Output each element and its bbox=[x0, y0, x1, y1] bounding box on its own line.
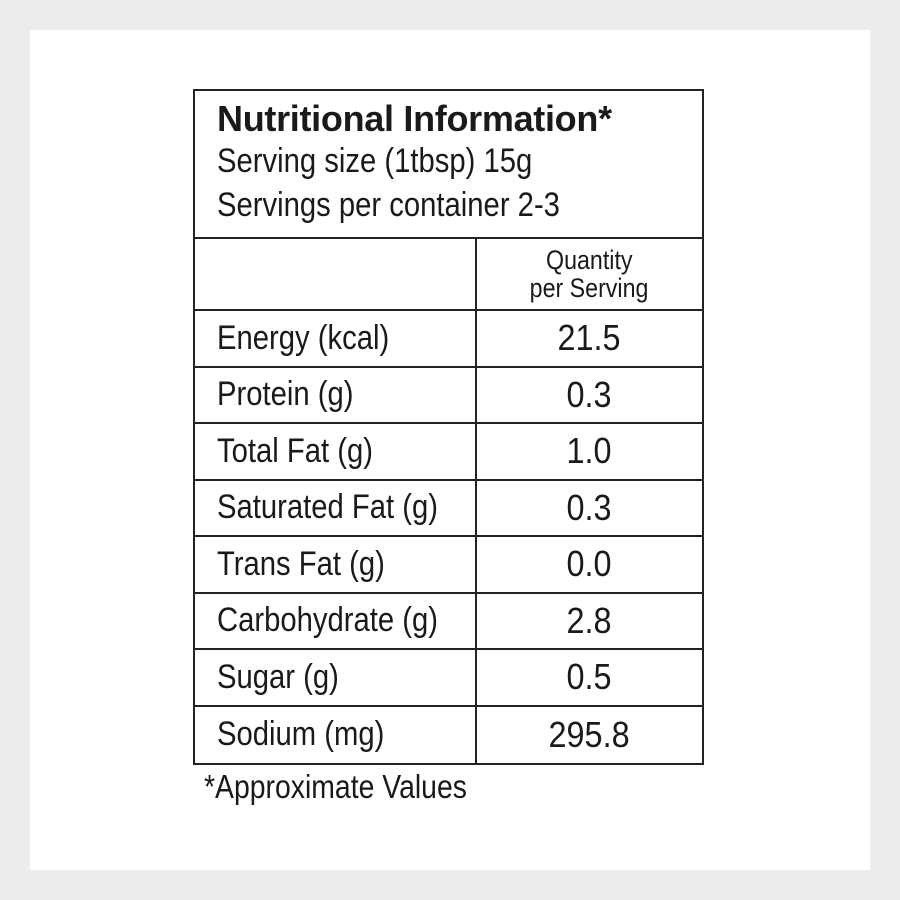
nutrient-row-energy: Energy (kcal) 21.5 bbox=[195, 311, 702, 368]
empty-header-cell bbox=[195, 239, 477, 309]
nutrient-name: Energy (kcal) bbox=[217, 318, 390, 357]
quantity-header-line1: Quantity bbox=[546, 245, 633, 275]
nutrition-label: Nutritional Information* Serving size (1… bbox=[193, 89, 704, 765]
nutrient-value: 0.3 bbox=[566, 486, 613, 528]
nutrient-name: Saturated Fat (g) bbox=[217, 488, 439, 527]
nutrient-row-protein: Protein (g) 0.3 bbox=[195, 367, 702, 424]
nutrient-name: Carbohydrate (g) bbox=[217, 601, 439, 640]
nutrient-value: 2.8 bbox=[566, 599, 613, 641]
nutrient-row-trans-fat: Trans Fat (g) 0.0 bbox=[195, 537, 702, 594]
nutrient-name: Protein (g) bbox=[217, 375, 354, 414]
nutrient-value: 21.5 bbox=[557, 317, 622, 359]
nutrient-name: Trans Fat (g) bbox=[217, 544, 385, 583]
nutrient-row-carbohydrate: Carbohydrate (g) 2.8 bbox=[195, 593, 702, 650]
nutrient-name: Sugar (g) bbox=[217, 657, 339, 696]
nutrient-name: Sodium (mg) bbox=[217, 715, 385, 754]
nutrient-row-sodium: Sodium (mg) 295.8 bbox=[195, 706, 702, 763]
nutrient-value: 0.0 bbox=[566, 543, 613, 585]
nutrient-value: 0.5 bbox=[566, 656, 613, 698]
nutrient-name: Total Fat (g) bbox=[217, 431, 373, 470]
nutrient-row-total-fat: Total Fat (g) 1.0 bbox=[195, 424, 702, 481]
servings-per-container: Servings per container 2-3 bbox=[217, 186, 560, 224]
nutrient-value: 1.0 bbox=[566, 430, 613, 472]
nutrient-row-sugar: Sugar (g) 0.5 bbox=[195, 650, 702, 707]
label-title: Nutritional Information* bbox=[217, 98, 612, 139]
footnote: *Approximate Values bbox=[204, 768, 467, 805]
column-header-row: Quantity per Serving bbox=[195, 239, 702, 311]
nutrient-value: 0.3 bbox=[566, 373, 613, 415]
label-header: Nutritional Information* Serving size (1… bbox=[195, 91, 702, 239]
image-frame bbox=[30, 30, 870, 870]
serving-size: Serving size (1tbsp) 15g bbox=[217, 142, 533, 180]
nutrient-row-saturated-fat: Saturated Fat (g) 0.3 bbox=[195, 480, 702, 537]
quantity-header-line2: per Serving bbox=[530, 273, 649, 303]
nutrient-value: 295.8 bbox=[548, 713, 631, 755]
quantity-header: Quantity per Serving bbox=[477, 239, 702, 309]
